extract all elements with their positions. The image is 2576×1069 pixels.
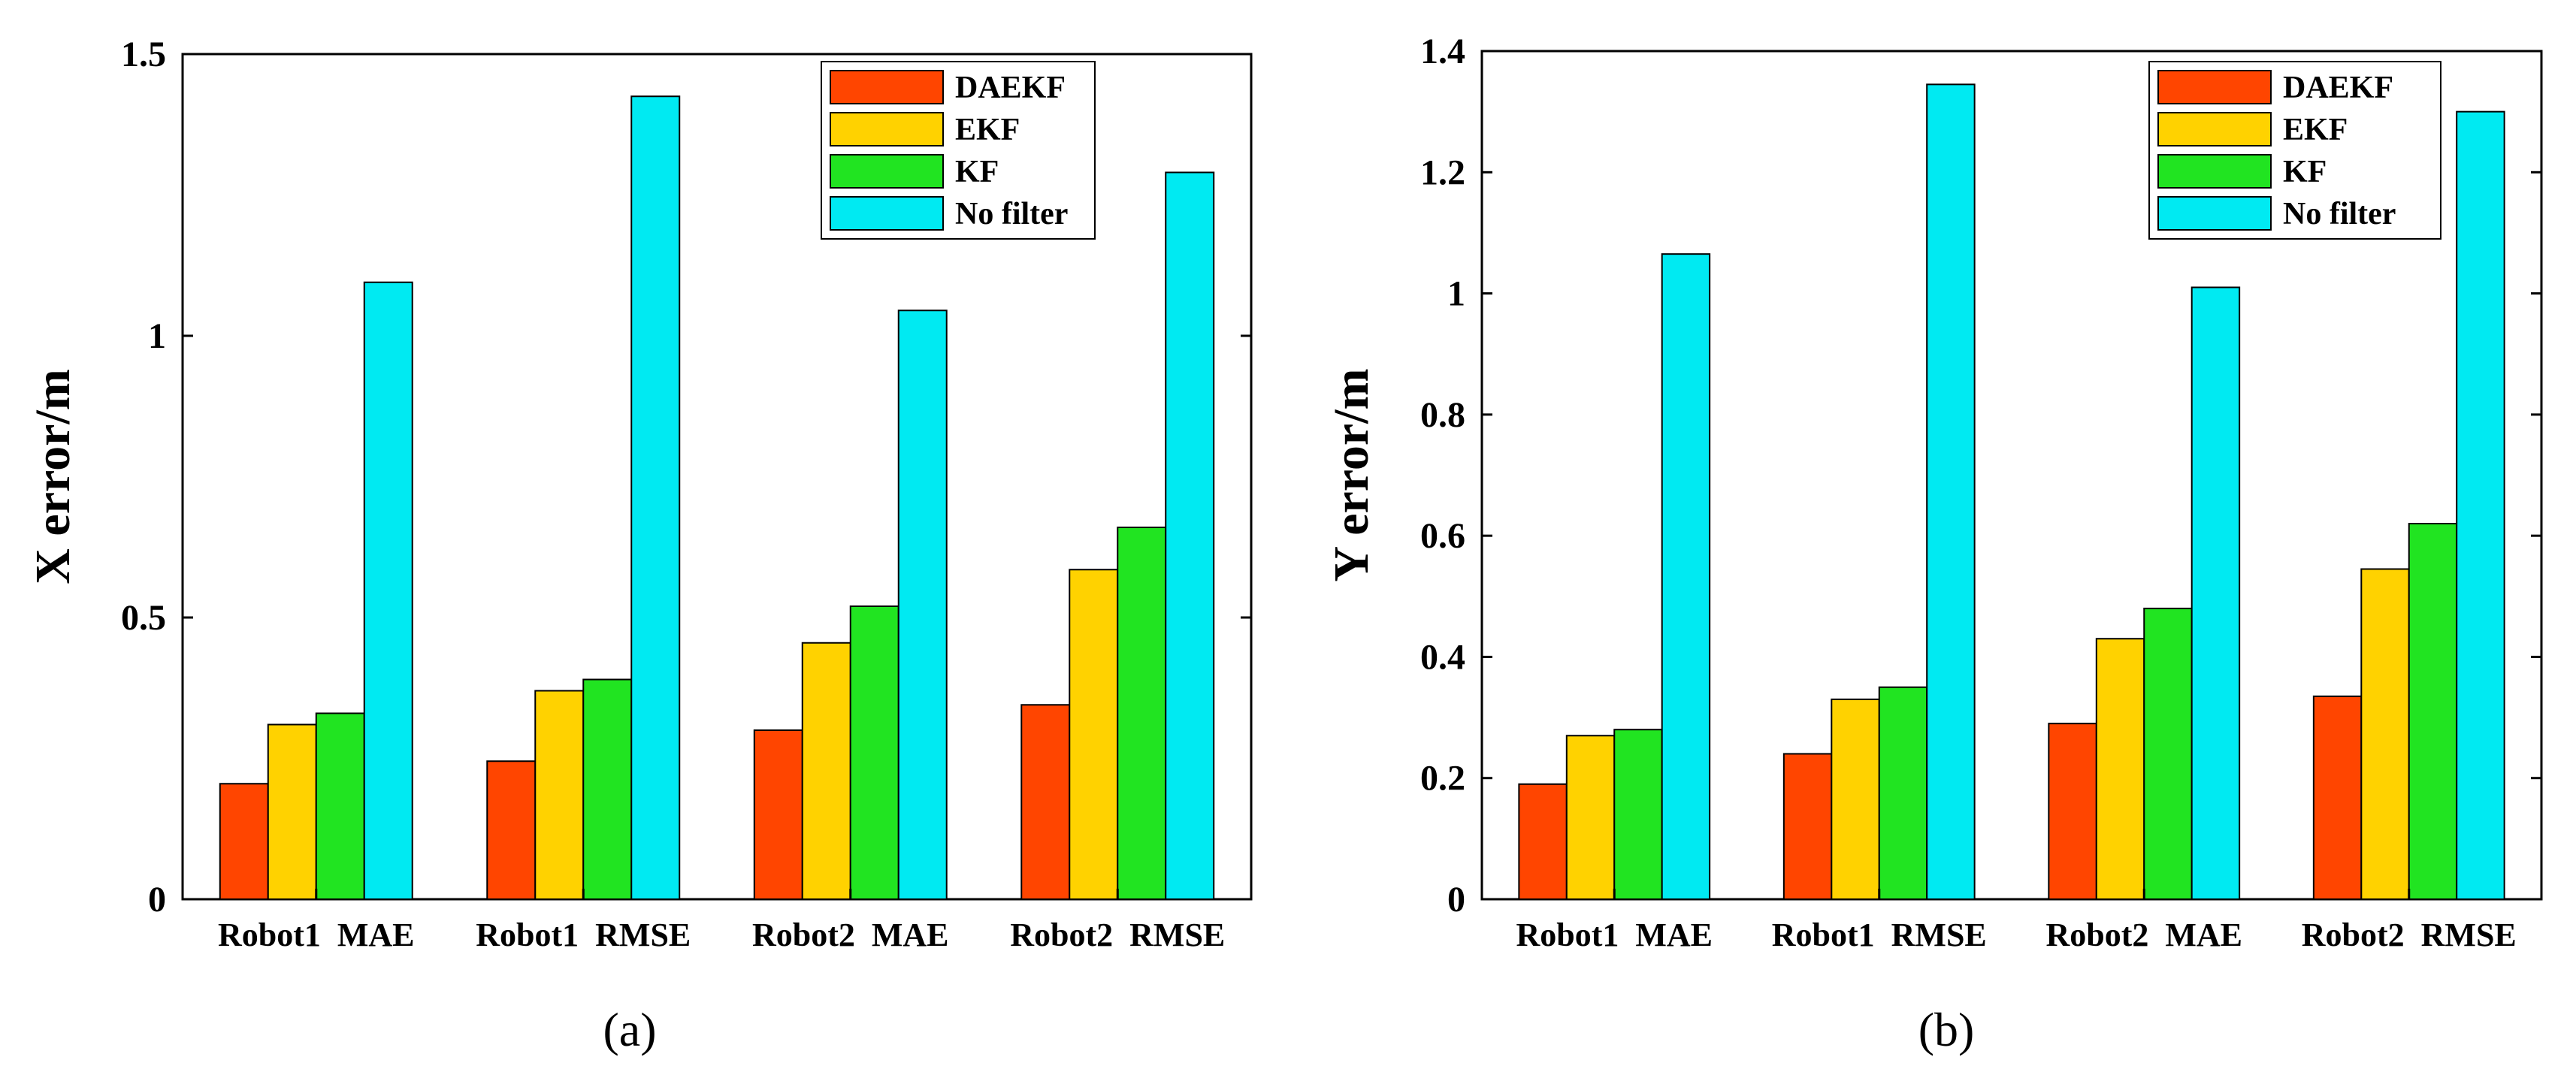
bar-no-filter <box>2456 110 2505 901</box>
x-category-label: Robot1 RMSE <box>476 917 691 953</box>
legend: DAEKF EKF KF No filter <box>2148 61 2441 240</box>
plot-frame <box>181 53 1253 901</box>
bar-no-filter <box>1926 83 1976 901</box>
chart-x-error: 0 0.5 1 1.5 Robot1 MAE Robot1 RMSE Robot2 MAE R… <box>26 35 1253 1056</box>
legend-swatch-kf <box>2157 154 2272 189</box>
x-category-label: Robot1 MAE <box>1516 917 1713 953</box>
bar-daekf <box>2312 695 2363 900</box>
panel-label: (b) <box>1918 1003 1975 1056</box>
bar-kf <box>1613 729 1663 901</box>
y-tick-label: 0 <box>1447 880 1465 920</box>
legend-swatch-no-filter <box>2157 196 2272 231</box>
bar-ekf <box>2360 568 2410 900</box>
bar-ekf <box>2095 638 2145 900</box>
bar-kf <box>849 605 899 900</box>
legend-label: No filter <box>2283 197 2396 231</box>
bar-daekf <box>1782 753 1833 901</box>
bar-daekf <box>1518 783 1568 900</box>
x-category-label: Robot2 RMSE <box>2302 917 2517 953</box>
legend-label: EKF <box>2283 113 2348 147</box>
bar-kf <box>2408 523 2458 900</box>
legend-swatch-kf <box>830 154 944 189</box>
bar-daekf <box>1020 704 1071 900</box>
bar-kf <box>1117 527 1167 900</box>
bar-ekf <box>1565 735 1616 900</box>
x-category-label: Robot1 RMSE <box>1772 917 1987 953</box>
y-tick-label: 0.4 <box>1420 637 1465 677</box>
bar-kf <box>1878 686 1928 900</box>
y-tick-label: 1.5 <box>121 35 166 74</box>
y-tick-label: 0.6 <box>1420 516 1465 556</box>
x-category-label: Robot2 MAE <box>2045 917 2242 953</box>
legend-swatch-daekf <box>2157 70 2272 104</box>
y-tick-label: 0.8 <box>1420 395 1465 435</box>
bar-ekf <box>534 690 585 900</box>
panel-label: (a) <box>603 1003 656 1056</box>
bar-no-filter <box>363 281 413 900</box>
y-tick-label: 0.2 <box>1420 759 1465 799</box>
bar-daekf <box>219 783 269 900</box>
x-category-label: Robot2 RMSE <box>1010 917 1225 953</box>
bar-daekf <box>2048 723 2097 901</box>
legend-swatch-daekf <box>830 70 944 104</box>
legend-label: KF <box>955 155 999 189</box>
plot-frame <box>1480 50 2543 901</box>
x-category-label: Robot1 MAE <box>218 917 415 953</box>
y-axis-label: X error/m <box>26 369 80 584</box>
chart-y-error: 0 0.2 0.4 0.6 0.8 1 1.2 1.4 Robot1 MAE Robot1 RMS… <box>1324 32 2543 1056</box>
y-tick-label: 1 <box>148 316 166 356</box>
bar-no-filter <box>630 95 681 900</box>
legend-label: DAEKF <box>2283 71 2393 105</box>
legend-label: EKF <box>955 113 1020 147</box>
legend-swatch-ekf <box>830 112 944 146</box>
legend: DAEKF EKF KF No filter <box>821 61 1096 240</box>
legend-swatch-no-filter <box>830 196 944 231</box>
bar-daekf <box>753 729 803 900</box>
bar-daekf <box>486 760 537 900</box>
x-category-label: Robot2 MAE <box>752 917 949 953</box>
bar-kf <box>2143 607 2193 901</box>
bar-no-filter <box>897 310 948 900</box>
bar-ekf <box>1831 698 1880 901</box>
bar-kf <box>582 678 633 900</box>
legend-label: No filter <box>955 197 1068 231</box>
y-axis-label: Y error/m <box>1324 368 1379 581</box>
bar-no-filter <box>1165 171 1215 900</box>
y-tick-label: 0.5 <box>121 598 166 638</box>
y-tick-label: 1 <box>1447 274 1465 314</box>
legend-label: KF <box>2283 155 2327 189</box>
bar-ekf <box>1069 569 1119 900</box>
y-tick-label: 1.4 <box>1420 32 1465 71</box>
bar-kf <box>315 712 365 900</box>
bar-ekf <box>267 723 317 900</box>
legend-swatch-ekf <box>2157 112 2272 146</box>
y-tick-label: 1.2 <box>1420 152 1465 192</box>
bar-no-filter <box>1661 253 1711 900</box>
bar-ekf <box>801 642 851 900</box>
y-tick-label: 0 <box>148 880 166 920</box>
bar-no-filter <box>2191 286 2241 900</box>
legend-label: DAEKF <box>955 71 1066 105</box>
